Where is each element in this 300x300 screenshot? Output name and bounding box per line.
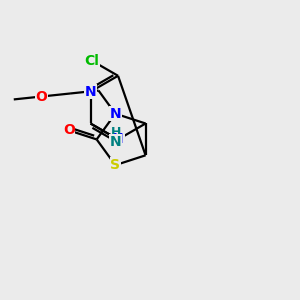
Text: S: S bbox=[110, 158, 120, 172]
Text: N: N bbox=[110, 107, 121, 121]
Text: O: O bbox=[36, 89, 47, 103]
Text: O: O bbox=[63, 123, 75, 137]
Text: Cl: Cl bbox=[84, 54, 99, 68]
Text: H: H bbox=[111, 126, 121, 139]
Text: N: N bbox=[110, 135, 122, 149]
Text: N: N bbox=[112, 132, 124, 146]
Text: N: N bbox=[85, 85, 96, 99]
